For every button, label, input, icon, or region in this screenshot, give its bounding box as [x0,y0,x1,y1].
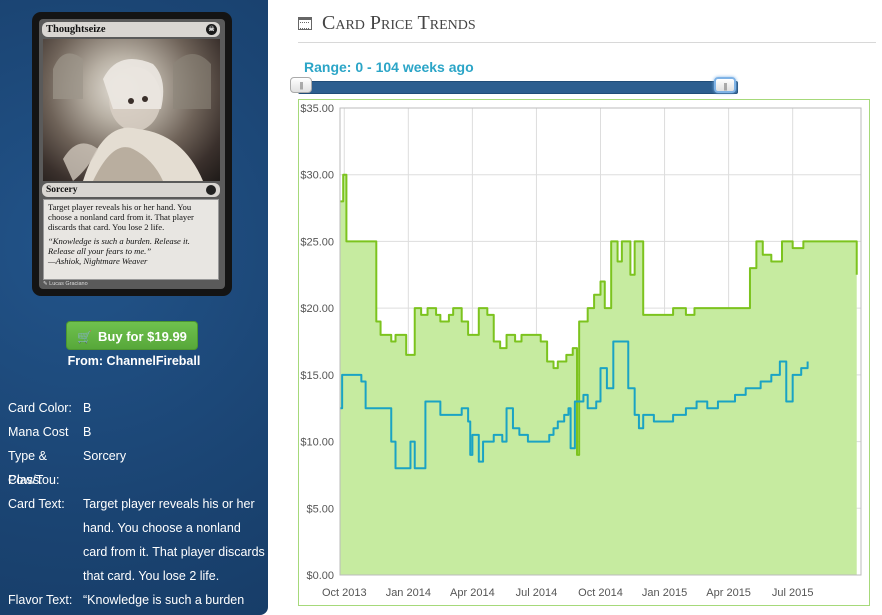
x-tick-label: Jan 2015 [642,587,687,599]
info-value: Target player reveals his or her hand. Y… [83,497,265,583]
plot-border [339,107,862,576]
info-value [83,468,266,492]
buy-button-label: Buy for $19.99 [98,329,187,344]
series-area-fill [340,174,857,575]
card-sidebar: Thoughtseize ☠ Sorcery [0,0,268,615]
calendar-icon [298,17,312,30]
card-artist-name: Lucas Graciano [49,281,88,287]
card-title-bar: Thoughtseize ☠ [42,22,220,37]
set-symbol-icon [206,185,216,195]
vendor-label: From: ChannelFireball [67,354,201,368]
info-row: Type & Class: Sorcery [8,444,266,487]
y-tick-label: $15.00 [300,370,334,382]
info-row: Mana Cost B [8,420,266,444]
range-slider-handle-end[interactable]: ||| [714,77,736,93]
x-tick-label: Jan 2014 [386,587,431,599]
page-title-text: Card Price Trends [322,12,476,34]
range-slider-handle-start[interactable]: ||| [290,77,312,93]
info-row: Flavor Text: “Knowledge is such a burden [8,588,266,612]
card-type-line: Sorcery [46,185,78,195]
range-slider-track[interactable] [298,81,738,94]
card-flavor-text: “Knowledge is such a burden. Release it.… [48,236,190,256]
y-tick-label: $0.00 [306,570,334,582]
info-label: Card Color: [8,401,72,415]
card-image[interactable]: Thoughtseize ☠ Sorcery [32,12,232,296]
x-tick-label: Oct 2013 [322,587,367,599]
card-flavor-attribution: —Ashiok, Nightmare Weaver [48,256,148,266]
info-value: Sorcery [83,449,127,463]
buy-button[interactable]: 🛒 Buy for $19.99 [66,321,198,350]
cart-icon: 🛒 [77,330,93,344]
page-title: Card Price Trends [298,8,476,38]
info-value: B [83,401,92,415]
info-row: Pow/Tou: [8,468,266,492]
title-divider [298,42,876,43]
price-chart: $0.00 $5.00 $10.00 $15.00 $20.00 $25.00 $30.00… [300,103,862,599]
card-artwork [43,39,220,181]
y-tick-label: $5.00 [306,503,334,515]
artwork-illustration [53,53,211,181]
x-tick-label: Oct 2014 [578,587,623,599]
info-label: Card Text: [8,497,65,511]
paper-price-line [340,173,858,456]
info-label: Pow/Tou: [8,473,60,487]
y-tick-label: $20.00 [300,303,334,315]
black-mana-icon: ☠ [206,24,217,35]
y-tick-label: $10.00 [300,437,334,449]
online-price-line [340,340,809,470]
card-frame: Thoughtseize ☠ Sorcery [39,19,225,289]
info-value: B [83,425,92,439]
y-tick-label: $25.00 [300,236,334,248]
x-tick-label: Apr 2014 [450,587,495,599]
info-label: Mana Cost [8,425,69,439]
card-name: Thoughtseize [46,24,106,35]
y-tick-label: $35.00 [300,103,334,115]
range-label: Range: 0 - 104 weeks ago [304,59,474,75]
card-artist: ✎ Lucas Graciano [43,281,88,287]
price-chart-frame: $0.00 $5.00 $10.00 $15.00 $20.00 $25.00 $30.00… [298,99,870,606]
card-type-bar: Sorcery [42,183,220,197]
info-label: Flavor Text: [8,593,73,607]
x-tick-label: Jul 2015 [772,587,814,599]
info-row: Card Color: B [8,396,266,420]
x-tick-label: Jul 2014 [516,587,558,599]
card-info-list: Card Color: B Mana Cost B Type & Class: Sor… [8,396,266,612]
info-value: “Knowledge is such a burden [83,593,245,607]
y-tick-label: $30.00 [300,170,334,182]
card-rules-text: Target player reveals his or her hand. Y… [48,202,194,232]
info-row: Card Text: Target player reveals his or h… [8,492,266,588]
card-textbox: Target player reveals his or her hand. Y… [43,199,219,280]
x-tick-label: Apr 2015 [706,587,751,599]
info-label: Type & Class: [8,449,47,487]
